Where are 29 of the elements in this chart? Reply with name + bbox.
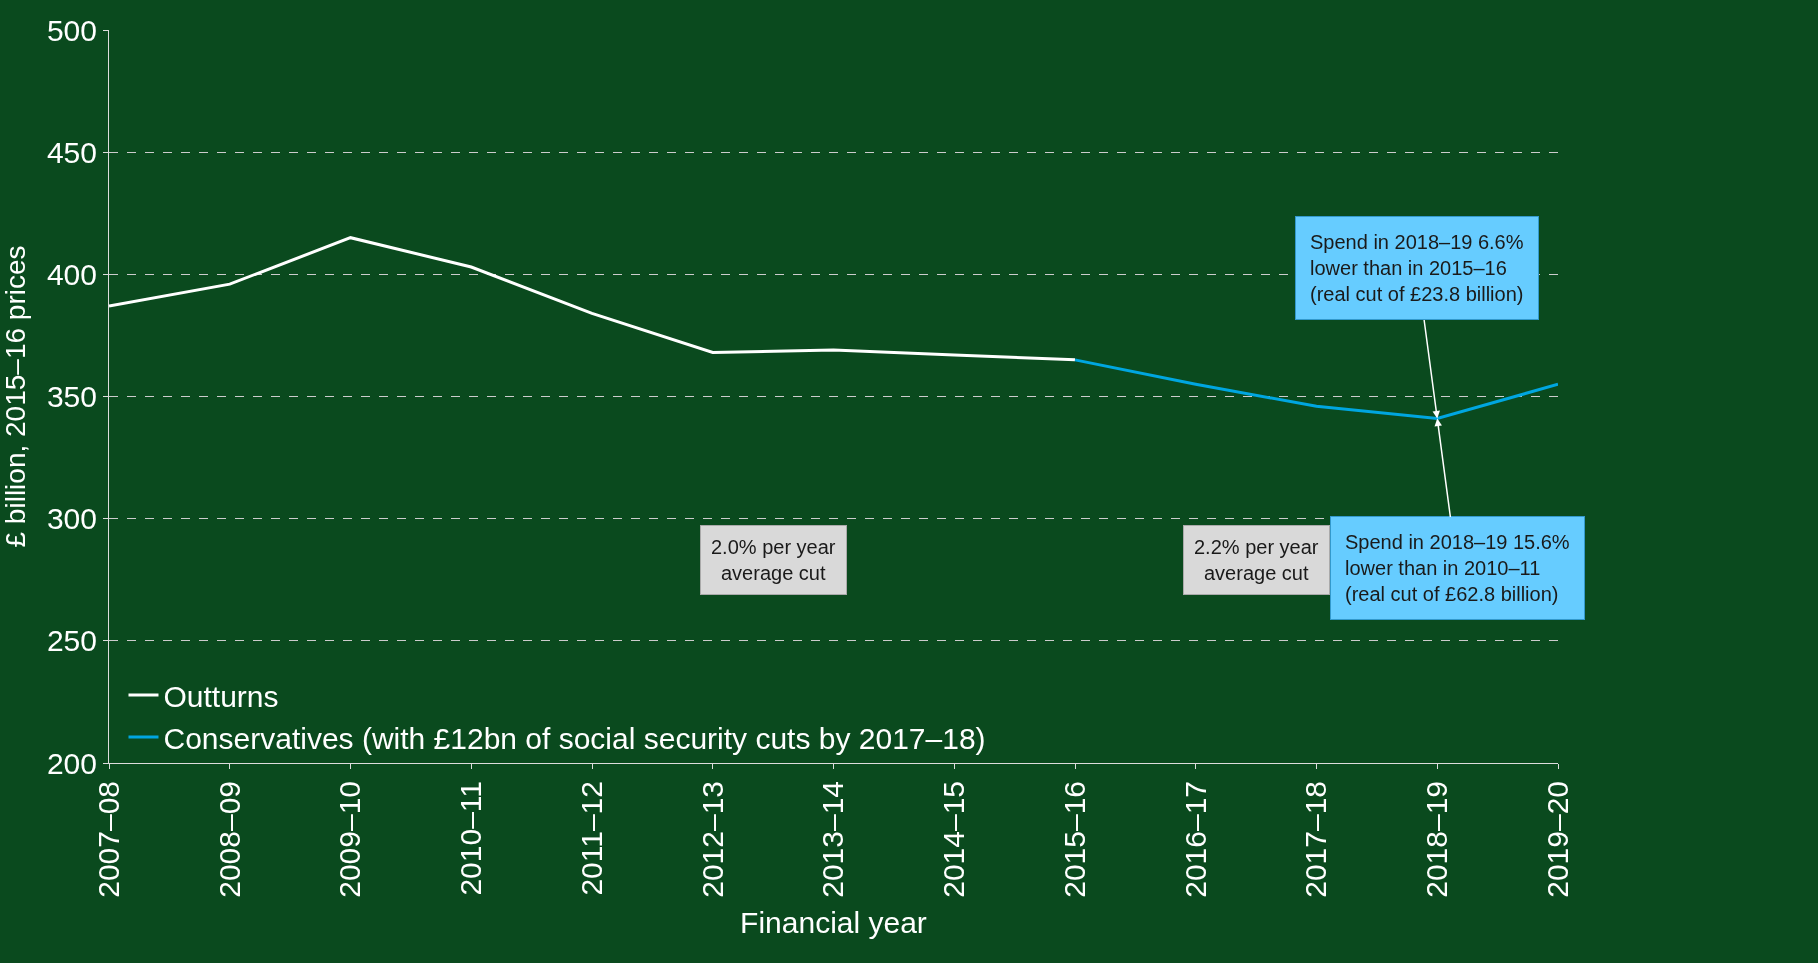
x-tick-label: 2011–12 <box>574 781 608 896</box>
line-series <box>109 236 1077 362</box>
y-tick-label: 400 <box>46 257 97 291</box>
x-tick-label: 2019–20 <box>1540 781 1574 898</box>
legend-label: Conservatives (with £12bn of social security cuts by 2017–18) <box>163 721 986 755</box>
y-tick-label: 250 <box>46 624 97 658</box>
x-tick-label: 2010–11 <box>454 781 487 896</box>
x-tick-label: 2016–17 <box>1178 781 1212 898</box>
x-tick-label: 2015–16 <box>1057 781 1091 898</box>
annotation: Spend in 2018–19 6.6% lower than in 2015–16 (real cut of £23.8 billion) <box>1310 231 1524 305</box>
x-tick-label: 2012–13 <box>695 781 729 898</box>
x-tick-label: 2009–10 <box>333 781 367 898</box>
x-tick-label: 2018–19 <box>1420 781 1453 898</box>
x-tick-label: 2007–08 <box>91 781 125 898</box>
y-tick-label: 200 <box>46 746 97 780</box>
y-tick-label: 350 <box>46 380 97 413</box>
annotation: Spend in 2018–19 15.6% lower than in 2010–11 (real cut of £62.8 billion) <box>1345 531 1570 605</box>
annotation: 2.2% per year average cut <box>1194 536 1319 584</box>
y-tick-label: 450 <box>46 135 97 169</box>
y-tick-label: 300 <box>46 502 97 536</box>
x-tick-label: 2008–09 <box>212 781 246 898</box>
x-tick-label: 2014–15 <box>937 781 970 898</box>
y-axis-title: £ billion, 2015–16 prices <box>0 245 31 548</box>
x-axis-title: Financial year <box>740 906 927 940</box>
x-tick-label: 2013–14 <box>816 781 850 898</box>
x-tick-label: 2017–18 <box>1299 781 1333 898</box>
annotation: 2.0% per year average cut <box>711 536 836 584</box>
y-tick-label: 500 <box>46 13 97 47</box>
legend-label: Outturns <box>163 679 279 713</box>
